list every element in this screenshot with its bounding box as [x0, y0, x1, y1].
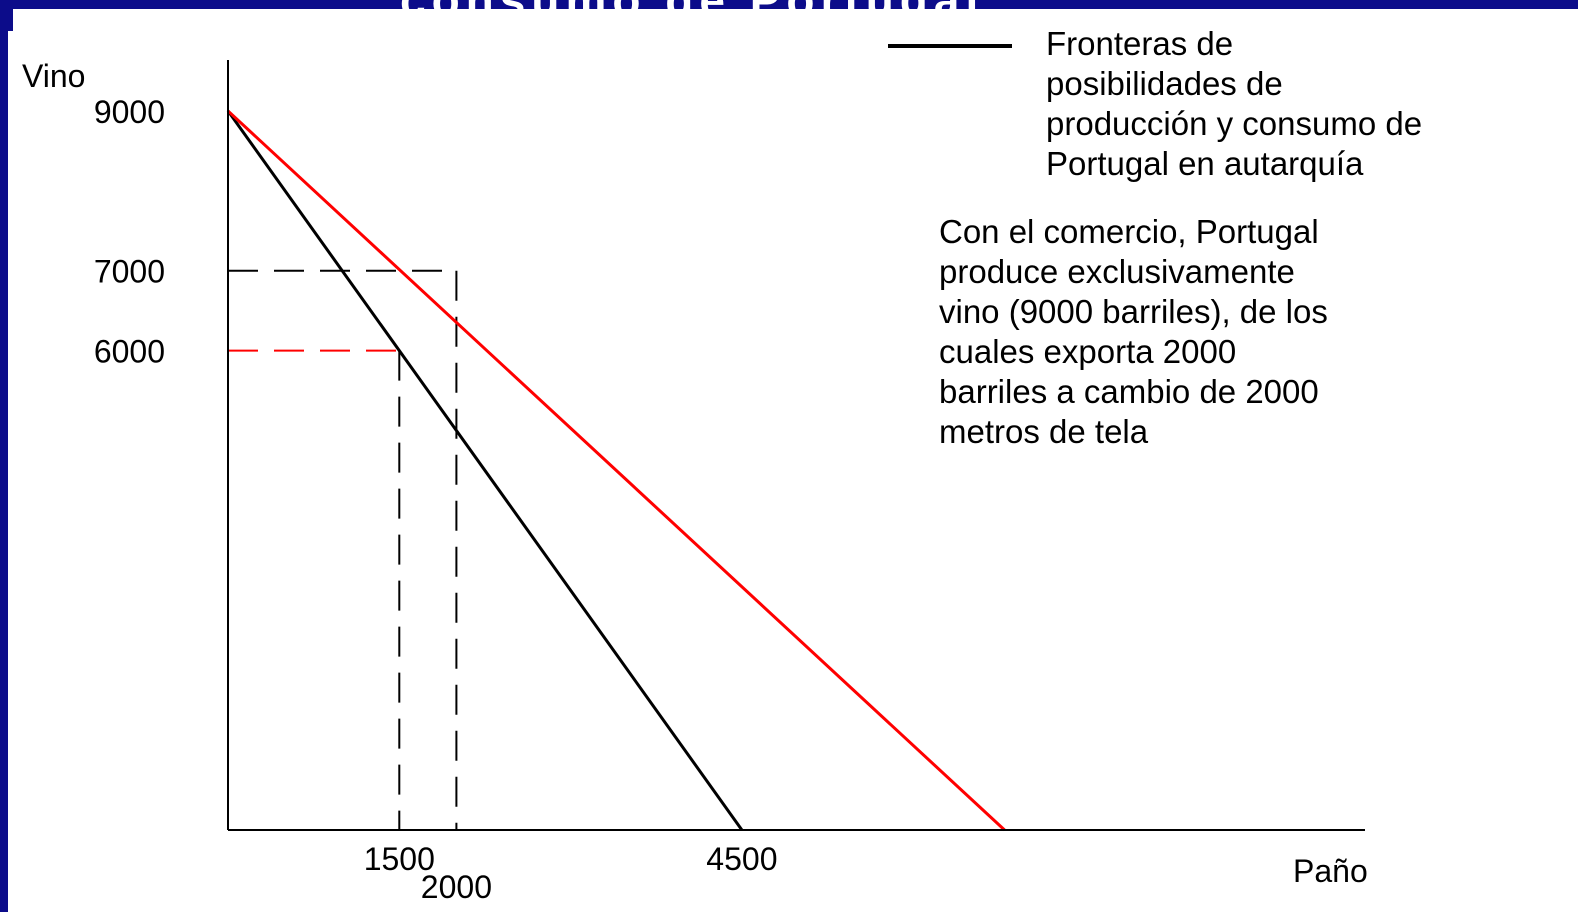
slide-title: consumo de Portugal [400, 0, 1300, 9]
trade-annotation: Con el comercio, Portugal produce exclus… [939, 213, 1328, 450]
legend-label: Fronteras de posibilidades de producción… [1046, 25, 1423, 182]
slide-frame-left [0, 0, 8, 912]
y-tick-label-0: 9000 [94, 94, 165, 130]
reference-lines [228, 269, 458, 830]
slide-frame-notch [8, 9, 13, 31]
y-axis-label: Vino [22, 58, 85, 94]
series-line-0 [226, 110, 744, 831]
series-lines [226, 109, 1006, 832]
x-tick-label-0: 1500 [364, 841, 435, 877]
y-tick-label-1: 7000 [94, 254, 165, 290]
series-line-1 [226, 109, 1006, 832]
x-axis-label: Paño [1293, 853, 1368, 889]
slide-frame-top [0, 0, 1578, 9]
x-tick-label-2: 4500 [706, 841, 777, 877]
y-tick-label-2: 6000 [94, 334, 165, 370]
x-tick-label-1: 2000 [421, 869, 492, 905]
